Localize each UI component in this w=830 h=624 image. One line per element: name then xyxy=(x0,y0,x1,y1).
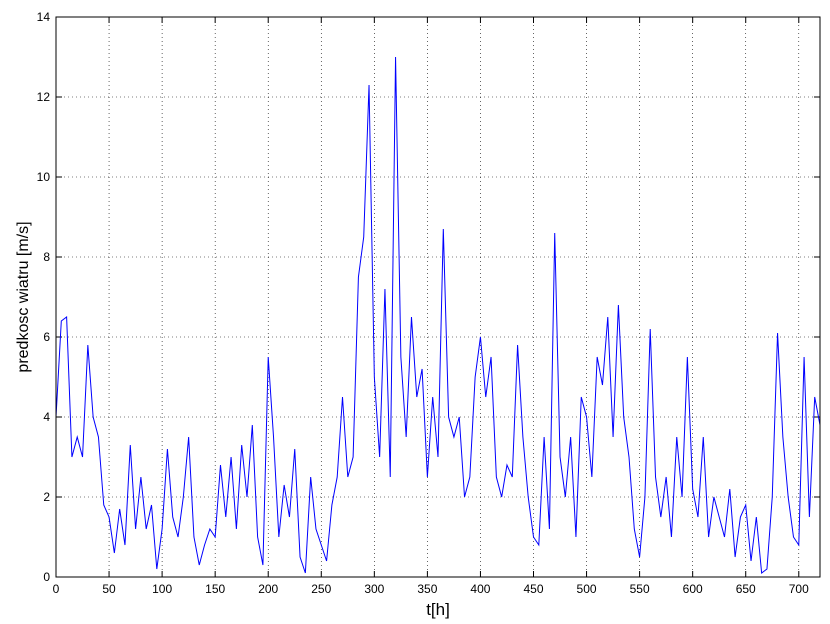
x-tick-label: 200 xyxy=(258,582,278,596)
x-tick-label: 400 xyxy=(470,582,490,596)
x-tick-label: 0 xyxy=(53,582,60,596)
y-tick-label: 10 xyxy=(37,170,51,184)
y-tick-label: 12 xyxy=(37,90,51,104)
data-line xyxy=(55,56,821,574)
y-tick-label: 2 xyxy=(43,490,50,504)
y-tick-label: 4 xyxy=(43,410,50,424)
x-axis-label: t[h] xyxy=(426,600,450,619)
x-tick-label: 650 xyxy=(736,582,756,596)
plot-frame xyxy=(55,16,821,578)
x-tick-label: 500 xyxy=(577,582,597,596)
y-tick-label: 14 xyxy=(37,10,51,24)
x-tick-label: 550 xyxy=(630,582,650,596)
x-tick-label: 100 xyxy=(152,582,172,596)
x-tick-label: 150 xyxy=(205,582,225,596)
y-axis-label: predkosc wiatru [m/s] xyxy=(15,221,32,372)
x-tick-label: 250 xyxy=(311,582,331,596)
y-tick-label: 6 xyxy=(43,330,50,344)
x-tick-label: 300 xyxy=(364,582,384,596)
x-tick-label: 350 xyxy=(417,582,437,596)
x-tick-label: 50 xyxy=(102,582,116,596)
x-tick-label: 700 xyxy=(789,582,809,596)
y-tick-label: 8 xyxy=(43,250,50,264)
x-tick-label: 600 xyxy=(683,582,703,596)
x-tick-label: 450 xyxy=(523,582,543,596)
y-tick-label: 0 xyxy=(43,570,50,584)
